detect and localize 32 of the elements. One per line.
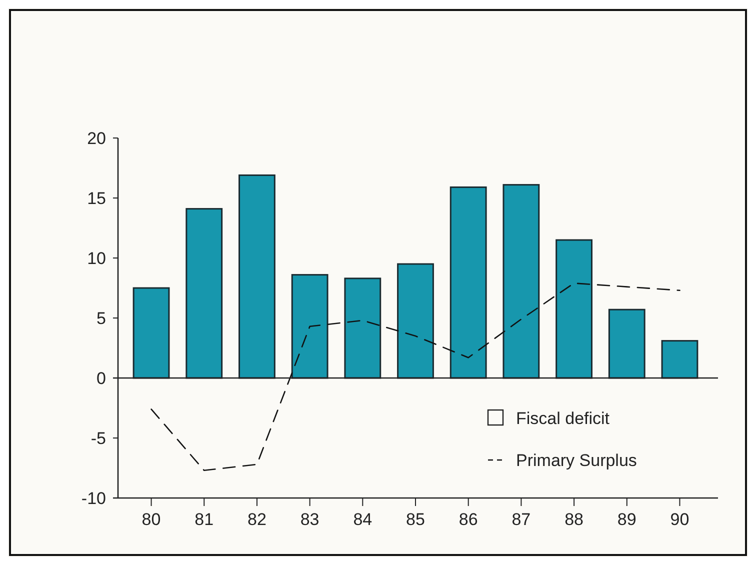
x-tick-label: 87: [512, 510, 531, 529]
y-tick-label: -5: [90, 428, 106, 448]
x-tick-label: 85: [406, 510, 425, 529]
bar: [661, 340, 698, 379]
bar: [238, 174, 276, 379]
y-tick-label: 15: [87, 188, 106, 208]
x-tick-label: 80: [142, 510, 161, 529]
x-tick-label: 86: [458, 510, 478, 529]
y-tick-label: -10: [81, 488, 106, 508]
bar: [608, 308, 646, 379]
bar: [291, 274, 328, 379]
bar: [556, 239, 592, 379]
line-series: [150, 282, 680, 472]
x-tick-label: 83: [300, 510, 320, 529]
x-tick-label: 84: [353, 510, 372, 529]
y-tick-label: 10: [87, 248, 106, 268]
legend-label: Primary Surplus: [516, 450, 637, 470]
x-tick-label: 90: [670, 510, 690, 529]
bar: [186, 208, 223, 379]
x-tick-label: 88: [564, 510, 584, 529]
x-tick-label: 82: [248, 510, 266, 529]
bar: [344, 278, 382, 379]
legend-label: Fiscal deficit: [516, 408, 610, 428]
bar: [132, 287, 170, 379]
x-tick-label: 81: [194, 510, 214, 529]
y-tick-label: 0: [96, 368, 106, 388]
bar: [450, 186, 487, 379]
y-tick-label: 5: [96, 308, 106, 328]
bar: [397, 263, 434, 379]
y-tick-label: 20: [87, 128, 106, 148]
bar: [502, 184, 540, 379]
x-tick-label: 89: [617, 510, 636, 529]
